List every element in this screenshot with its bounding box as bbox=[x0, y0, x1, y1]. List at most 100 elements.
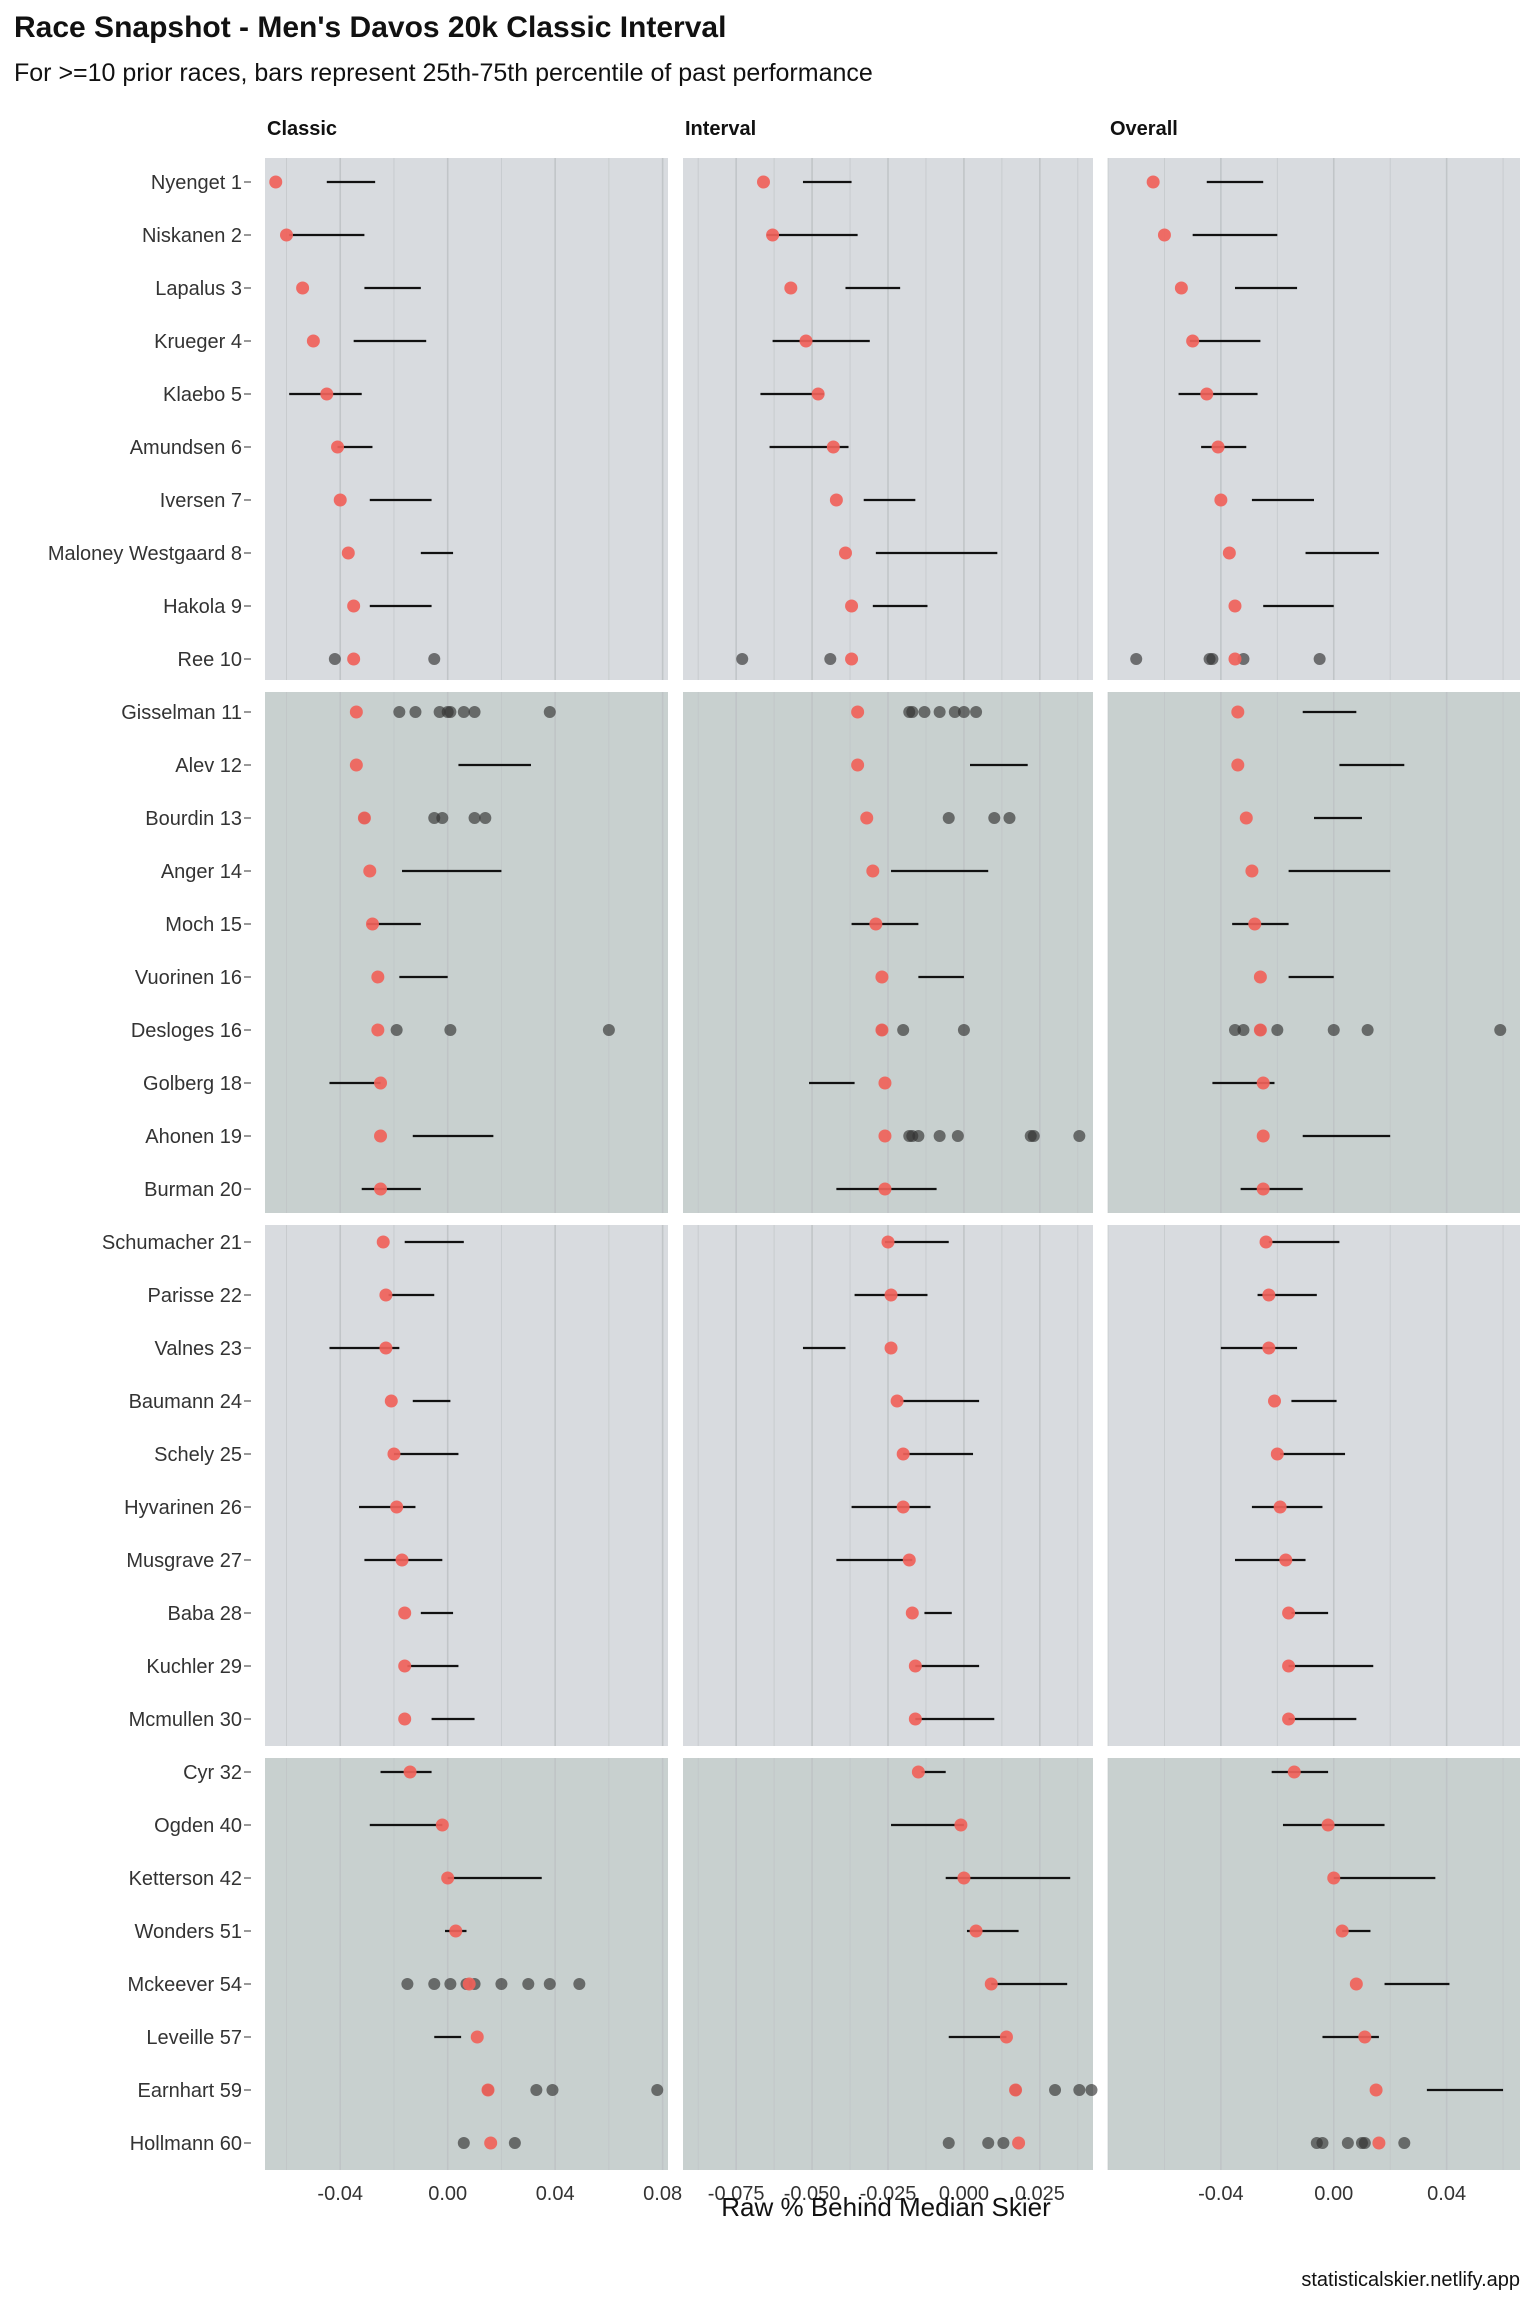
median-point bbox=[379, 1288, 393, 1302]
athlete-label: Hyvarinen 26 bbox=[124, 1497, 242, 1519]
median-point bbox=[296, 281, 310, 295]
x-tick-label: -0.075 bbox=[708, 2183, 765, 2205]
median-point bbox=[1256, 1076, 1270, 1090]
median-point bbox=[1009, 2083, 1023, 2097]
median-point bbox=[462, 1977, 476, 1991]
athlete-label: Ahonen 19 bbox=[145, 1126, 242, 1148]
x-tick-label: -0.04 bbox=[317, 2183, 363, 2205]
prior-race-point bbox=[468, 812, 481, 824]
median-point bbox=[884, 1341, 898, 1355]
median-point bbox=[470, 2030, 484, 2044]
median-point bbox=[1200, 387, 1214, 401]
median-point bbox=[1174, 281, 1188, 295]
athlete-label: Mckeever 54 bbox=[128, 1974, 243, 1996]
athlete-label: Moch 15 bbox=[165, 914, 242, 936]
athlete-label: Wonders 51 bbox=[135, 1921, 242, 1943]
prior-race-point bbox=[897, 1024, 910, 1036]
prior-race-point bbox=[1003, 812, 1016, 824]
prior-race-point bbox=[970, 706, 983, 718]
median-point bbox=[347, 599, 361, 613]
prior-race-point bbox=[651, 2084, 664, 2096]
median-point bbox=[484, 2136, 498, 2150]
median-point bbox=[1012, 2136, 1026, 2150]
prior-race-point bbox=[1494, 1024, 1507, 1036]
prior-race-point bbox=[942, 812, 955, 824]
median-point bbox=[1287, 1765, 1301, 1779]
prior-race-point bbox=[1049, 2084, 1062, 2096]
x-tick-label: -0.025 bbox=[860, 2183, 917, 2205]
athlete-label: Nyenget 1 bbox=[151, 172, 242, 194]
median-point bbox=[320, 387, 334, 401]
prior-race-point bbox=[401, 1978, 414, 1990]
prior-race-point bbox=[436, 812, 449, 824]
median-point bbox=[1327, 1871, 1341, 1885]
athlete-label: Valnes 23 bbox=[155, 1338, 242, 1360]
median-point bbox=[333, 493, 347, 507]
median-point bbox=[374, 1182, 388, 1196]
panel-background bbox=[1108, 1225, 1520, 1746]
prior-race-point bbox=[997, 2137, 1010, 2149]
prior-race-point bbox=[508, 2137, 521, 2149]
prior-race-point bbox=[1027, 1130, 1040, 1142]
median-point bbox=[1369, 2083, 1383, 2097]
athlete-label: Ketterson 42 bbox=[129, 1868, 242, 1890]
athlete-label: Parisse 22 bbox=[148, 1285, 243, 1307]
median-point bbox=[905, 1606, 919, 1620]
panel-strip-label: Classic bbox=[267, 118, 337, 140]
prior-race-point bbox=[444, 1978, 457, 1990]
median-point bbox=[379, 1341, 393, 1355]
athlete-label: Desloges 16 bbox=[131, 1020, 242, 1042]
athlete-label: Hollmann 60 bbox=[130, 2133, 242, 2155]
prior-race-point bbox=[933, 1130, 946, 1142]
median-point bbox=[341, 546, 355, 560]
median-point bbox=[799, 334, 813, 348]
median-point bbox=[1222, 546, 1236, 560]
prior-race-point bbox=[409, 706, 422, 718]
median-point bbox=[766, 228, 780, 242]
median-point bbox=[1270, 1447, 1284, 1461]
median-point bbox=[890, 1394, 904, 1408]
x-tick-label: 0.000 bbox=[939, 2183, 989, 2205]
athlete-label: Golberg 18 bbox=[143, 1073, 242, 1095]
median-point bbox=[911, 1765, 925, 1779]
prior-race-point bbox=[1271, 1024, 1284, 1036]
median-point bbox=[1211, 440, 1225, 454]
prior-race-point bbox=[1398, 2137, 1411, 2149]
median-point bbox=[845, 599, 859, 613]
median-point bbox=[1239, 811, 1253, 825]
median-point bbox=[1358, 2030, 1372, 2044]
median-point bbox=[1335, 1924, 1349, 1938]
median-point bbox=[349, 758, 363, 772]
median-point bbox=[363, 864, 377, 878]
prior-race-point bbox=[1228, 1024, 1241, 1036]
median-point bbox=[838, 546, 852, 560]
median-point bbox=[374, 1129, 388, 1143]
caption: statisticalskier.netlify.app bbox=[1301, 2269, 1520, 2291]
median-point bbox=[398, 1712, 412, 1726]
prior-race-point bbox=[912, 1130, 925, 1142]
chart-subtitle: For >=10 prior races, bars represent 25t… bbox=[14, 59, 873, 87]
median-point bbox=[875, 970, 889, 984]
median-point bbox=[1256, 1182, 1270, 1196]
panel-background bbox=[265, 158, 668, 680]
median-point bbox=[1259, 1235, 1273, 1249]
panel-background bbox=[1108, 158, 1520, 680]
athlete-label: Niskanen 2 bbox=[142, 225, 242, 247]
median-point bbox=[1279, 1553, 1293, 1567]
prior-race-point bbox=[428, 1978, 441, 1990]
athlete-label: Iversen 7 bbox=[160, 490, 242, 512]
x-tick-label: 0.08 bbox=[643, 2183, 682, 2205]
prior-race-point bbox=[824, 653, 837, 665]
median-point bbox=[1253, 1023, 1267, 1037]
prior-race-point bbox=[951, 1130, 964, 1142]
athlete-label: Earnhart 59 bbox=[137, 2080, 242, 2102]
prior-race-point bbox=[1361, 1024, 1374, 1036]
athlete-label: Maloney Westgaard 8 bbox=[48, 543, 242, 565]
prior-race-point bbox=[546, 2084, 559, 2096]
median-point bbox=[398, 1659, 412, 1673]
median-point bbox=[999, 2030, 1013, 2044]
median-point bbox=[869, 917, 883, 931]
prior-race-point bbox=[1206, 653, 1219, 665]
median-point bbox=[481, 2083, 495, 2097]
